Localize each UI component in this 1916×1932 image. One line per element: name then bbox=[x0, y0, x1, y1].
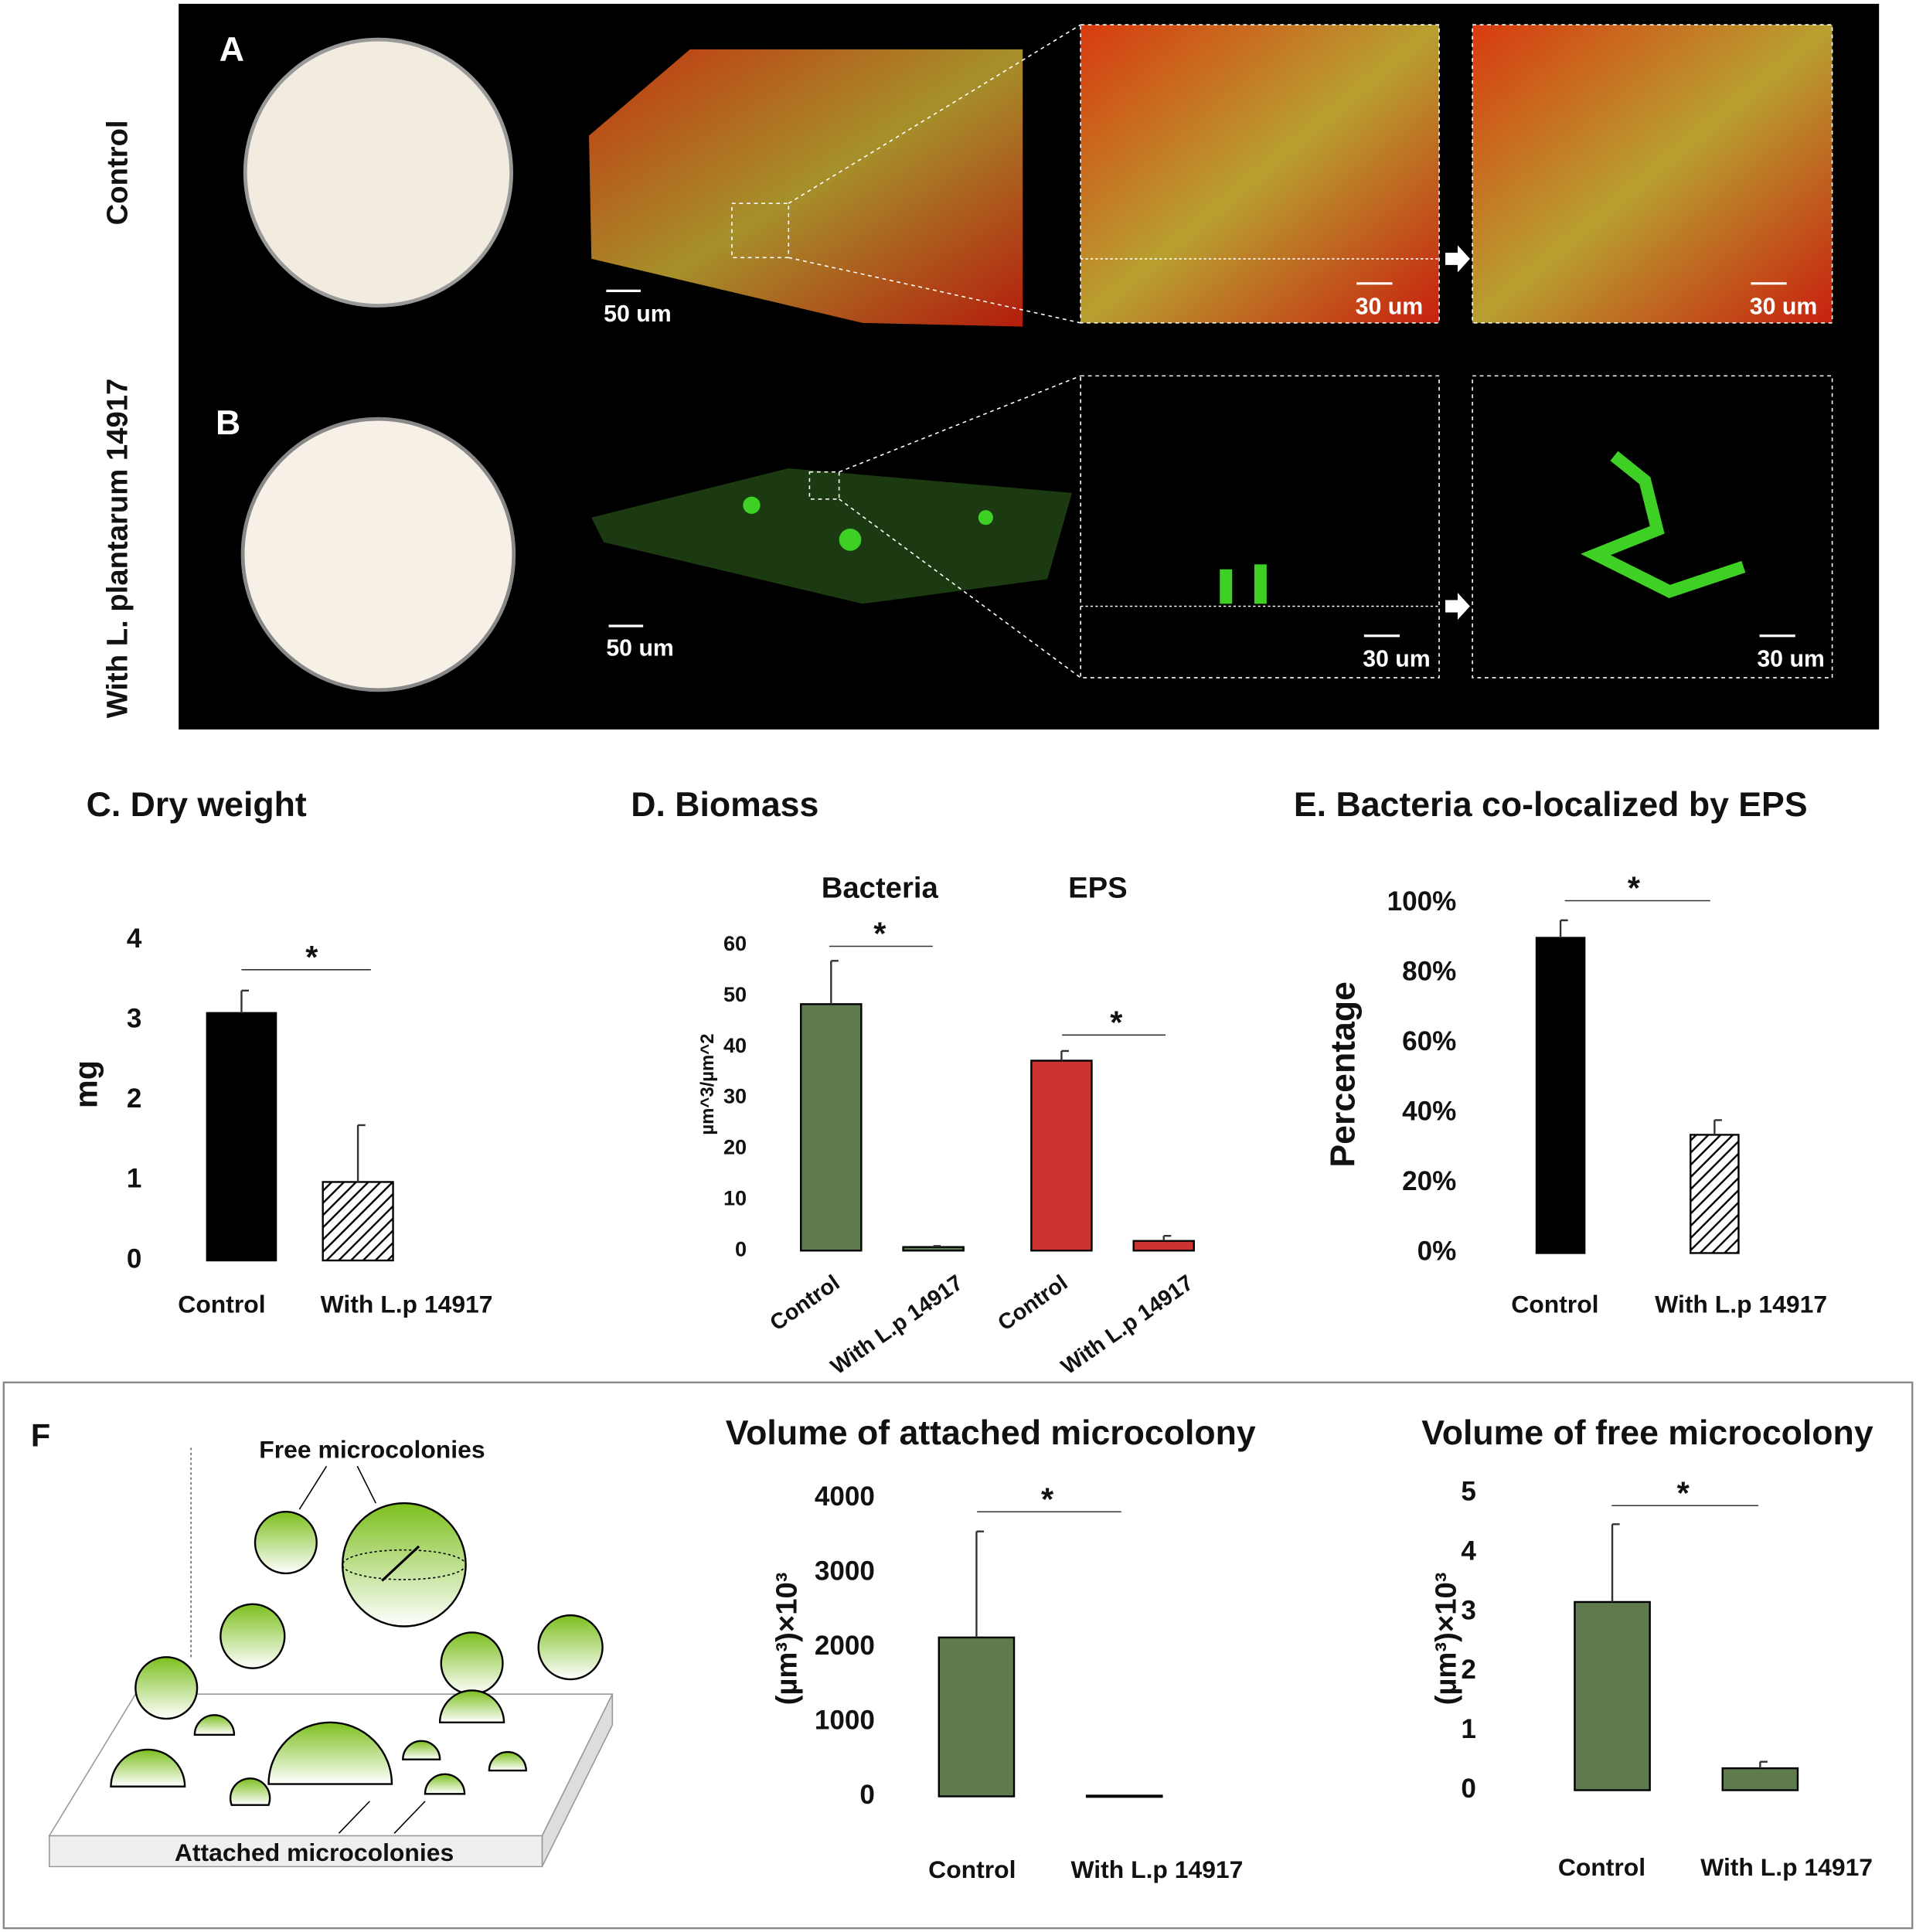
row-label: With L. plantarum 14917 bbox=[101, 379, 134, 719]
y-tick-label: 0 bbox=[735, 1236, 747, 1260]
y-tick-label: 3 bbox=[127, 1003, 142, 1033]
x-tick-label: With L.p 14917 bbox=[1057, 1270, 1198, 1379]
bar bbox=[902, 1246, 965, 1252]
significance-mark: * bbox=[305, 939, 318, 975]
y-tick-label: 30 bbox=[723, 1084, 747, 1108]
chart-title: E. Bacteria co-localized by EPS bbox=[1294, 786, 1808, 824]
x-tick-label: With L.p 14917 bbox=[826, 1270, 968, 1379]
error-bar bbox=[1714, 1119, 1722, 1135]
y-tick-label: 20% bbox=[1402, 1166, 1456, 1196]
y-tick-label: 3 bbox=[1461, 1595, 1476, 1625]
x-tick-label: Control bbox=[1558, 1853, 1645, 1881]
scale-bar-label: 30 um bbox=[1363, 647, 1431, 672]
y-tick-label: 2 bbox=[127, 1083, 142, 1114]
bar bbox=[206, 1012, 277, 1262]
error-bar bbox=[932, 1245, 941, 1247]
y-tick-label: 4 bbox=[1461, 1536, 1476, 1566]
scale-bar-label: 30 um bbox=[1356, 294, 1424, 320]
significance-mark: * bbox=[1041, 1481, 1054, 1517]
y-tick-label: 1 bbox=[1461, 1714, 1476, 1744]
chart-title: Volume of attached microcolony bbox=[726, 1414, 1256, 1452]
y-tick-label: 50 bbox=[723, 982, 747, 1006]
y-tick-label: 1 bbox=[127, 1164, 142, 1194]
significance-mark: * bbox=[1628, 870, 1641, 906]
y-tick-label: 1000 bbox=[815, 1705, 875, 1735]
x-tick-label: With L.p 14917 bbox=[321, 1290, 493, 1318]
y-tick-label: 10 bbox=[723, 1186, 747, 1210]
y-tick-label: 60% bbox=[1402, 1026, 1456, 1056]
bar bbox=[1132, 1240, 1195, 1252]
diagram-label: Attached microcolonies bbox=[175, 1838, 454, 1866]
y-tick-label: 3000 bbox=[815, 1556, 875, 1586]
error-bar bbox=[1162, 1234, 1172, 1241]
scale-bar-label: 30 um bbox=[1757, 647, 1825, 672]
y-tick-label: 100% bbox=[1387, 886, 1457, 917]
y-tick-label: 4 bbox=[127, 923, 142, 954]
y-tick-label: 40% bbox=[1402, 1097, 1456, 1127]
significance-mark: * bbox=[1677, 1475, 1690, 1511]
y-axis-label: (µm³)×10³ bbox=[770, 1572, 803, 1705]
error-bar bbox=[975, 1530, 984, 1638]
scale-bar-label: 50 um bbox=[604, 301, 672, 327]
y-tick-label: 0 bbox=[1461, 1774, 1476, 1804]
x-tick-label: Control bbox=[993, 1270, 1072, 1336]
error-bar bbox=[830, 960, 839, 1005]
y-tick-label: 4000 bbox=[815, 1481, 875, 1512]
y-tick-label: 5 bbox=[1461, 1477, 1476, 1507]
y-tick-label: 0% bbox=[1417, 1236, 1457, 1267]
panel-label: A bbox=[220, 31, 244, 69]
y-tick-label: 2000 bbox=[815, 1631, 875, 1661]
diagram: F Free microcolonies Attached microcolon… bbox=[2, 1381, 1914, 1930]
y-tick-label: 20 bbox=[723, 1135, 747, 1159]
significance-mark: * bbox=[873, 916, 887, 952]
x-tick-label: Control bbox=[1511, 1290, 1598, 1318]
bar bbox=[1030, 1060, 1093, 1252]
x-tick-label: Control bbox=[178, 1290, 265, 1318]
x-tick-label: Control bbox=[766, 1270, 845, 1336]
error-bar bbox=[1559, 919, 1568, 938]
x-tick-label: Control bbox=[928, 1855, 1016, 1883]
x-tick-label: With L.p 14917 bbox=[1700, 1853, 1873, 1881]
y-tick-label: 2 bbox=[1461, 1655, 1476, 1685]
error-bar bbox=[1060, 1049, 1069, 1061]
y-tick-label: 80% bbox=[1402, 957, 1456, 987]
error-bar bbox=[1611, 1523, 1620, 1602]
error-bar bbox=[240, 989, 250, 1013]
bar bbox=[938, 1636, 1016, 1798]
scale-bar-label: 30 um bbox=[1750, 294, 1818, 320]
y-axis-label: (µm³)×10³ bbox=[1429, 1572, 1462, 1705]
bar bbox=[1085, 1794, 1163, 1798]
scale-bar-label: 50 um bbox=[606, 635, 674, 661]
row-label: Control bbox=[101, 120, 134, 225]
bar bbox=[800, 1003, 863, 1252]
diagram-label: Free microcolonies bbox=[259, 1436, 485, 1464]
x-tick-label: With L.p 14917 bbox=[1655, 1290, 1827, 1318]
chart-title: Volume of free microcolony bbox=[1421, 1414, 1873, 1452]
micrographs: A B Control With L. plantarum 14917 50 u… bbox=[101, 3, 1880, 730]
y-tick-label: 0 bbox=[859, 1780, 875, 1810]
bar bbox=[1721, 1767, 1799, 1791]
significance-mark: * bbox=[1110, 1004, 1123, 1040]
y-axis-label: Percentage bbox=[1325, 981, 1363, 1168]
error-bar bbox=[1759, 1760, 1768, 1769]
bar bbox=[1535, 937, 1586, 1254]
error-bar bbox=[356, 1124, 366, 1182]
bar bbox=[322, 1181, 394, 1262]
y-tick-label: 0 bbox=[127, 1243, 142, 1274]
y-tick-label: 60 bbox=[723, 931, 747, 955]
series-label: Bacteria bbox=[822, 871, 939, 904]
chart-title: C. Dry weight bbox=[87, 786, 307, 824]
bar bbox=[1690, 1134, 1740, 1254]
y-tick-label: 40 bbox=[723, 1033, 747, 1057]
chart-title: D. Biomass bbox=[631, 786, 818, 824]
panel-label: F bbox=[31, 1417, 50, 1454]
series-label: EPS bbox=[1068, 871, 1128, 904]
y-axis-label: µm^3/µm^2 bbox=[697, 1033, 718, 1134]
bar bbox=[1574, 1600, 1651, 1791]
x-tick-label: With L.p 14917 bbox=[1071, 1855, 1244, 1883]
panel-label: B bbox=[216, 404, 240, 442]
y-axis-label: mg bbox=[68, 1060, 104, 1108]
